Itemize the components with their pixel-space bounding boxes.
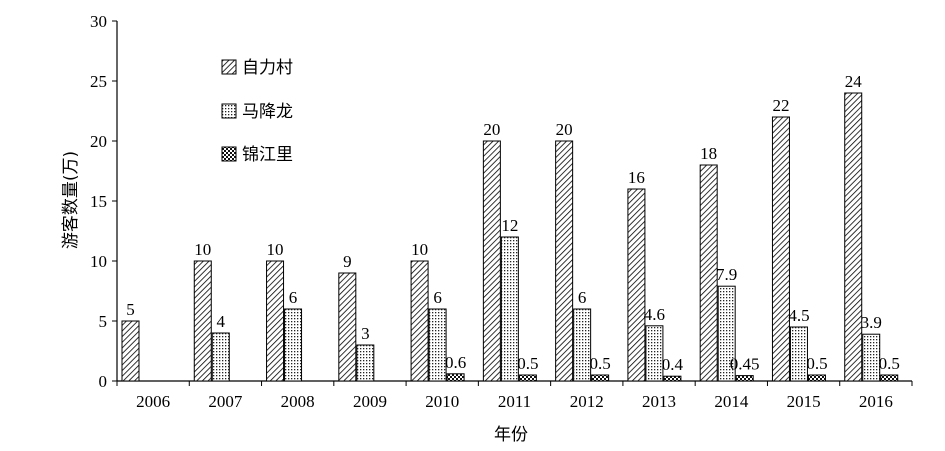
data-label: 16 [628, 168, 645, 187]
data-label: 3 [361, 324, 370, 343]
bar-3 [807, 374, 826, 382]
bar-1 [338, 272, 357, 382]
legend-label: 马降龙 [242, 102, 293, 122]
data-label: 0.45 [730, 355, 760, 374]
data-label: 10 [267, 240, 284, 259]
bar-2 [862, 333, 881, 382]
y-tick-label: 10 [90, 252, 107, 271]
y-tick-label: 30 [90, 12, 107, 31]
data-label: 0.6 [445, 353, 466, 372]
bar-3 [735, 375, 754, 382]
data-label: 12 [501, 216, 518, 235]
bar-1 [266, 260, 285, 382]
bar-2 [500, 236, 519, 382]
x-tick-label: 2006 [136, 392, 170, 411]
bar-1 [699, 164, 718, 382]
bar-1 [121, 320, 140, 382]
legend-swatch [221, 103, 237, 119]
x-tick-label: 2008 [281, 392, 315, 411]
bar-3 [446, 373, 465, 382]
x-tick-label: 2011 [498, 392, 531, 411]
bar-1 [555, 140, 574, 382]
data-label: 3.9 [861, 313, 882, 332]
bar-3 [880, 374, 899, 382]
bar-2 [645, 325, 664, 382]
data-label: 10 [411, 240, 428, 259]
bar-2 [717, 285, 736, 382]
data-label: 20 [483, 120, 500, 139]
bar-1 [627, 188, 646, 382]
bar-2 [284, 308, 303, 382]
data-label: 0.5 [879, 354, 900, 373]
data-label: 0.5 [590, 354, 611, 373]
data-label: 4.6 [644, 305, 665, 324]
data-label: 18 [700, 144, 717, 163]
x-tick-label: 2010 [425, 392, 459, 411]
x-tick-label: 2016 [859, 392, 893, 411]
y-tick-label: 5 [99, 312, 108, 331]
x-tick-label: 2013 [642, 392, 676, 411]
data-label: 10 [194, 240, 211, 259]
data-label: 9 [343, 252, 352, 271]
x-axis-title: 年份 [494, 425, 528, 445]
data-label: 24 [845, 72, 863, 91]
data-label: 0.5 [806, 354, 827, 373]
bar-3 [518, 374, 537, 382]
legend-label: 自力村 [242, 58, 293, 78]
x-tick-label: 2007 [208, 392, 243, 411]
x-tick-label: 2015 [787, 392, 821, 411]
data-label: 6 [289, 288, 298, 307]
y-tick-label: 20 [90, 132, 107, 151]
bar-1 [193, 260, 212, 382]
bar-2 [573, 308, 592, 382]
bar-2 [428, 308, 447, 382]
bar-2 [356, 344, 375, 382]
data-labels: 5 10 10 9 10 20 20 16 18 22 24 4 6 3 6 12 6 4.6 7.9 4.5 3.9 0… [126, 72, 900, 374]
data-label: 7.9 [716, 265, 737, 284]
bar-1 [482, 140, 501, 382]
data-label: 4 [217, 312, 226, 331]
bar-2 [211, 332, 230, 382]
y-tick-label: 25 [90, 72, 107, 91]
bars [121, 92, 899, 382]
y-axis-title: 游客数量(万) [61, 151, 81, 249]
data-label: 6 [433, 288, 442, 307]
data-label: 6 [578, 288, 587, 307]
legend-label: 锦江里 [242, 145, 293, 165]
data-label: 22 [772, 96, 789, 115]
x-tick-label: 2009 [353, 392, 387, 411]
x-tick-label: 2014 [714, 392, 749, 411]
data-label: 0.5 [517, 354, 538, 373]
bar-3 [663, 375, 682, 382]
bar-3 [591, 374, 610, 382]
x-tick-label: 2012 [570, 392, 604, 411]
bar-1 [771, 116, 790, 382]
data-label: 5 [126, 300, 135, 319]
legend-swatch [221, 146, 237, 162]
y-tick-label: 0 [99, 372, 108, 391]
bar-1 [410, 260, 429, 382]
bar-1 [844, 92, 863, 382]
data-label: 20 [556, 120, 573, 139]
bar-2 [789, 326, 808, 382]
data-label: 0.4 [662, 355, 684, 374]
y-tick-label: 15 [90, 192, 107, 211]
legend-swatch [221, 59, 237, 75]
data-label: 4.5 [788, 306, 809, 325]
